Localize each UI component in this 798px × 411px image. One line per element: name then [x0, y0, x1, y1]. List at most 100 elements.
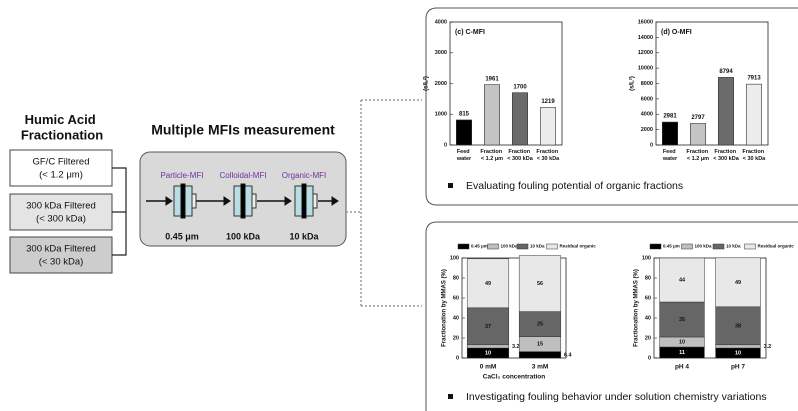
- legend-label: 100 kDa: [501, 244, 519, 249]
- chart-title: (d) O-MFI: [661, 29, 692, 36]
- caption: Investigating fouling behavior under sol…: [466, 391, 767, 403]
- bar-segment: [716, 345, 761, 348]
- legend-label: Residual organic: [758, 244, 795, 249]
- y-axis-label: Fractionation by MMAS (%): [442, 269, 448, 347]
- caption: Evaluating fouling potential of organic …: [466, 180, 683, 192]
- segment-label: 15: [537, 342, 543, 348]
- chart-title: (c) C-MFI: [455, 29, 485, 36]
- bullet: [448, 183, 453, 188]
- filter-label: 300 kDa Filtered: [26, 244, 96, 255]
- connector: [346, 100, 422, 306]
- y-tick-label: 10000: [638, 66, 653, 72]
- x-tick-label: Fraction < 1.2 μm: [686, 149, 709, 162]
- y-tick-label: 12000: [638, 50, 653, 56]
- bullet: [448, 394, 453, 399]
- panel: [426, 8, 798, 205]
- y-tick-label: 100: [450, 255, 459, 261]
- membrane: [181, 184, 185, 218]
- bar: [456, 120, 471, 145]
- y-tick-label: 14000: [638, 35, 653, 41]
- x-tick-label: Fraction < 300 kDa: [713, 149, 739, 162]
- y-tick-label: 60: [645, 295, 651, 301]
- stage-size: 0.45 μm: [165, 231, 199, 241]
- y-axis-label: Fractionation by MMAS (%): [634, 269, 640, 347]
- stage-name: Colloidal-MFI: [219, 171, 266, 180]
- bar: [718, 77, 733, 145]
- segment-label: 56: [537, 281, 543, 287]
- y-tick-label: 8000: [641, 81, 653, 87]
- legend-swatch: [517, 244, 528, 249]
- stage-name: Organic-MFI: [282, 171, 326, 180]
- bar: [540, 108, 555, 145]
- segment-label: 3.2: [512, 344, 520, 350]
- legend-label: 100 kDa: [695, 244, 713, 249]
- legend-label: 0.45 μm: [663, 244, 680, 249]
- y-tick-label: 40: [645, 315, 651, 321]
- mfi-diagram: [146, 184, 338, 218]
- y-tick-label: 6000: [641, 96, 653, 102]
- segment-label: 25: [537, 322, 543, 328]
- bar: [512, 93, 527, 145]
- y-tick-label: 2000: [435, 81, 447, 87]
- bracket: [112, 168, 126, 255]
- legend-label: 0.45 μm: [471, 244, 488, 249]
- stage-size: 10 kDa: [289, 231, 319, 241]
- y-tick-label: 20: [453, 335, 459, 341]
- legend-swatch: [488, 244, 499, 249]
- segment-label: 37: [485, 324, 491, 330]
- holder-tab: [313, 194, 317, 208]
- x-tick-label: Fraction < 1.2 μm: [480, 149, 503, 162]
- value-label: 1219: [541, 99, 555, 105]
- segment-label: 3.2: [764, 344, 772, 350]
- bar-segment: [519, 352, 561, 358]
- filter-label: GF/C Filtered: [32, 157, 89, 168]
- fractionation-title: Humic Acid Fractionation: [21, 112, 103, 143]
- y-tick-label: 4000: [641, 112, 653, 118]
- y-tick-label: 4000: [435, 19, 447, 25]
- stage-size: 100 kDa: [226, 231, 261, 241]
- legend-swatch: [547, 244, 558, 249]
- legend-label: 10 kDa: [726, 244, 741, 249]
- holder-tab: [192, 194, 196, 208]
- segment-label: 44: [679, 277, 686, 283]
- legend-swatch: [650, 244, 661, 249]
- segment-label: 10: [485, 350, 491, 356]
- y-tick-label: 0: [650, 142, 653, 148]
- holder-tab: [252, 194, 256, 208]
- filter-label: (< 1.2 μm): [39, 170, 83, 181]
- legend-swatch: [745, 244, 756, 249]
- bar: [484, 85, 499, 145]
- segment-label: 10: [679, 339, 685, 345]
- value-label: 1700: [513, 84, 527, 90]
- filter-box: [10, 237, 112, 273]
- y-tick-label: 2000: [641, 127, 653, 133]
- segment-label: 35: [679, 317, 685, 323]
- x-tick-label: 0 mM: [480, 364, 497, 371]
- y-tick-label: 100: [642, 255, 651, 261]
- filter-box: [10, 194, 112, 230]
- value-label: 7913: [747, 76, 761, 82]
- legend-label: 10 kDa: [530, 244, 545, 249]
- x-axis-label: CaCl₂ concentration: [483, 374, 546, 381]
- y-axis-label: (s/L²): [629, 76, 636, 91]
- y-tick-label: 20: [645, 335, 651, 341]
- legend-label: Residual organic: [560, 244, 597, 249]
- y-tick-label: 60: [453, 295, 459, 301]
- x-tick-label: Fraction < 30 kDa: [536, 149, 560, 162]
- value-label: 8794: [719, 69, 733, 75]
- bar: [746, 84, 761, 145]
- stage-name: Particle-MFI: [160, 171, 203, 180]
- x-tick-label: Feed water: [456, 149, 472, 162]
- y-tick-label: 3000: [435, 50, 447, 56]
- segment-label: 6.4: [564, 352, 573, 358]
- x-tick-label: Fraction < 30 kDa: [742, 149, 766, 162]
- y-tick-label: 80: [645, 275, 651, 281]
- segment-label: 49: [735, 280, 741, 286]
- x-tick-label: 3 mM: [532, 364, 549, 371]
- legend-swatch: [682, 244, 693, 249]
- y-tick-label: 80: [453, 275, 459, 281]
- segment-label: 49: [485, 281, 491, 287]
- value-label: 1961: [485, 76, 499, 82]
- x-tick-label: pH 4: [675, 364, 689, 371]
- value-label: 815: [459, 112, 470, 118]
